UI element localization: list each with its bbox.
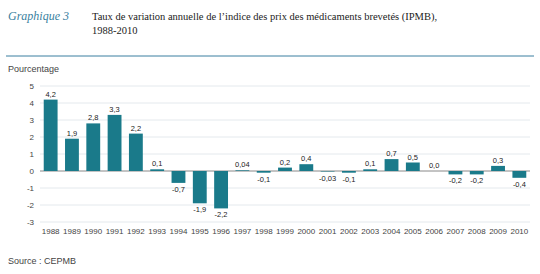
data-label: 0,2 xyxy=(280,158,290,167)
x-tick-label: 2001 xyxy=(319,227,337,236)
bar xyxy=(65,139,79,171)
x-tick-label: 1993 xyxy=(148,227,166,236)
y-tick-label: -1 xyxy=(27,184,35,193)
title: Taux de variation annuelle de l’indice d… xyxy=(92,11,437,36)
background xyxy=(0,0,540,274)
bar xyxy=(257,171,271,173)
data-label: -1,9 xyxy=(193,205,206,214)
x-tick-label: 2000 xyxy=(297,227,315,236)
bar xyxy=(385,159,399,171)
grid-line xyxy=(40,205,530,206)
data-label: 0,1 xyxy=(152,159,162,168)
data-label: -0,7 xyxy=(172,185,185,194)
y-tick-label: 2 xyxy=(30,133,35,142)
x-tick-label: 1994 xyxy=(170,227,188,236)
x-tick-label: 1991 xyxy=(106,227,124,236)
x-tick-label: 2009 xyxy=(489,227,507,236)
bar xyxy=(427,171,441,172)
bar xyxy=(214,171,228,208)
x-tick-label: 1989 xyxy=(63,227,81,236)
x-tick-label: 1992 xyxy=(127,227,145,236)
y-tick-label: -2 xyxy=(27,201,35,210)
bar xyxy=(193,171,207,203)
y-tick-label: 0 xyxy=(30,167,35,176)
bars xyxy=(44,100,527,209)
bar xyxy=(44,100,58,171)
bar xyxy=(299,164,313,171)
x-tick-label: 1996 xyxy=(212,227,230,236)
data-label: 0,1 xyxy=(365,159,375,168)
bar xyxy=(449,171,463,174)
data-label: 0,4 xyxy=(301,154,311,163)
x-tick-label: 1998 xyxy=(255,227,273,236)
x-tick-label: 2003 xyxy=(361,227,379,236)
data-label: 0,0 xyxy=(429,161,439,170)
data-label: 2,2 xyxy=(131,124,141,133)
data-label: 0,3 xyxy=(493,156,503,165)
y-axis-label: Pourcentage xyxy=(8,64,59,74)
x-tick-label: 1995 xyxy=(191,227,209,236)
title-line: Taux de variation annuelle de l’indice d… xyxy=(92,11,437,23)
y-tick-label: 3 xyxy=(30,116,35,125)
x-tick-label: 1999 xyxy=(276,227,294,236)
title-line: 1988-2010 xyxy=(92,25,138,36)
data-label: -0,2 xyxy=(470,176,483,185)
bar xyxy=(321,171,335,173)
y-tick-label: 4 xyxy=(30,99,35,108)
chart: Graphique 3 Taux de variation annuelle de… xyxy=(0,0,540,274)
x-tick-label: 1997 xyxy=(233,227,251,236)
bar xyxy=(150,169,164,171)
data-label: -0,2 xyxy=(449,176,462,185)
x-tick-label: 2002 xyxy=(340,227,358,236)
bar xyxy=(363,169,377,171)
bar xyxy=(512,171,526,178)
bar xyxy=(86,123,100,171)
grid-line xyxy=(40,222,530,223)
bar xyxy=(491,166,505,171)
bar xyxy=(342,171,356,173)
x-tick-label: 2008 xyxy=(468,227,486,236)
x-tick-label: 2006 xyxy=(425,227,443,236)
bar xyxy=(108,115,122,171)
data-label: 0,7 xyxy=(386,149,396,158)
bar xyxy=(235,170,249,172)
grid-line xyxy=(40,103,530,104)
data-label: -2,2 xyxy=(215,210,228,219)
data-label: 2,8 xyxy=(88,113,98,122)
data-label: -0,1 xyxy=(257,175,270,184)
x-tick-label: 2010 xyxy=(510,227,528,236)
x-tick-label: 2007 xyxy=(447,227,465,236)
data-label: 3,3 xyxy=(109,105,119,114)
bar xyxy=(406,163,420,172)
data-label: 0,5 xyxy=(408,153,418,162)
bar xyxy=(470,171,484,174)
data-label: 4,2 xyxy=(45,90,55,99)
x-tick-label: 1990 xyxy=(84,227,102,236)
y-tick-label: 5 xyxy=(30,82,35,91)
source: Source : CEPMB xyxy=(8,256,76,266)
grid xyxy=(40,86,530,222)
y-tick-label: -3 xyxy=(27,218,35,227)
x-tick-label: 1988 xyxy=(42,227,60,236)
x-tick-label: 2004 xyxy=(383,227,401,236)
data-label: -0,03 xyxy=(319,174,336,183)
data-label: -0,1 xyxy=(342,175,355,184)
separator xyxy=(6,56,534,57)
grid-line xyxy=(40,86,530,87)
data-label: 0,04 xyxy=(235,160,250,169)
bar xyxy=(278,168,292,171)
y-tick-label: 1 xyxy=(30,150,35,159)
grid-line xyxy=(40,188,530,189)
data-label: -0,4 xyxy=(513,180,526,189)
title-prefix: Graphique 3 xyxy=(8,9,69,23)
x-tick-label: 2005 xyxy=(404,227,422,236)
data-label: 1,9 xyxy=(67,129,77,138)
bar xyxy=(172,171,186,183)
bar xyxy=(129,134,143,171)
